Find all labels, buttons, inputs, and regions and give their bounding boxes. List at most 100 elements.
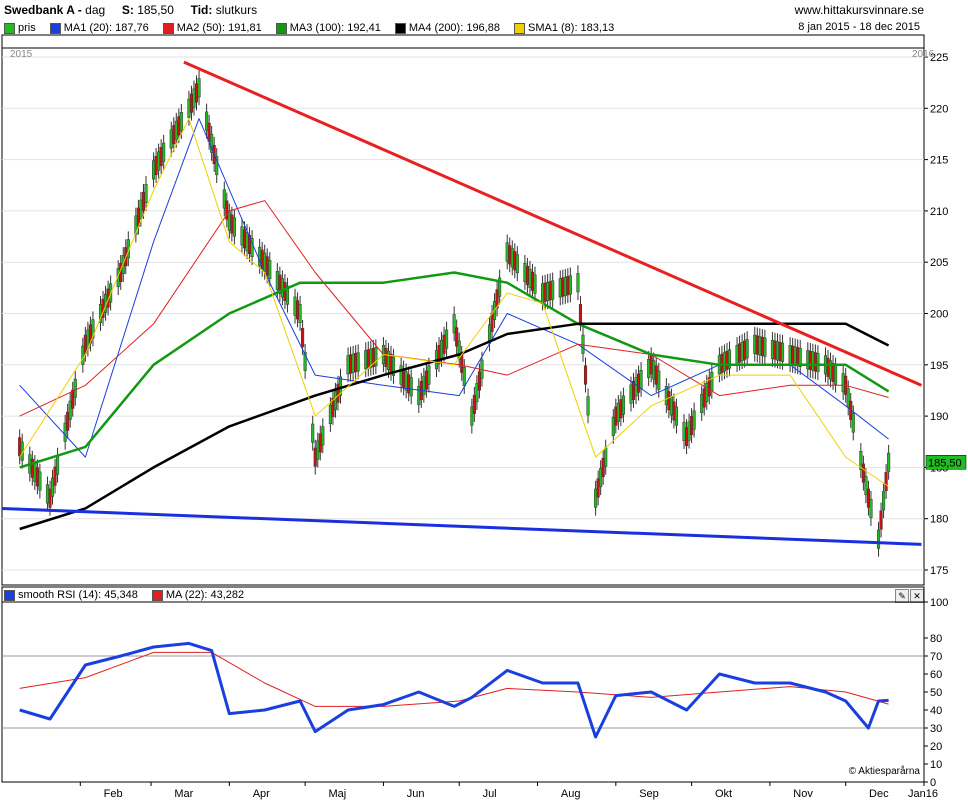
candle-body — [460, 353, 464, 373]
rsi-tick-label: 70 — [930, 651, 942, 663]
candle-body — [152, 160, 156, 180]
candle-body — [505, 242, 509, 262]
candle-body — [793, 346, 797, 366]
edit-indicator-icon[interactable]: ✎ — [895, 589, 909, 603]
candle-body — [439, 339, 444, 359]
month-label: Nov — [793, 788, 813, 800]
candle-body — [409, 377, 413, 397]
legend-label: SMA1 (8): 183,13 — [527, 22, 615, 34]
candle-body — [139, 199, 143, 219]
candle-body — [533, 274, 537, 294]
last-price-tag — [925, 455, 967, 470]
legend-label: MA2 (50): 191,81 — [176, 22, 262, 34]
candle-body — [846, 388, 850, 408]
support-trendline — [1, 506, 922, 546]
candle-body — [657, 370, 661, 390]
candle-body — [321, 426, 325, 446]
candle-body — [81, 345, 85, 365]
candle-body — [692, 410, 696, 430]
legend-label: MA4 (200): 196,88 — [408, 22, 500, 34]
candle-body — [293, 296, 297, 316]
rsi-line — [19, 641, 889, 739]
rsi-panel-frame — [1, 586, 925, 783]
tid-value: slutkurs — [215, 3, 258, 17]
candle-body — [813, 352, 817, 372]
candle-body — [811, 351, 815, 371]
candle-body — [629, 384, 633, 404]
candle-body — [806, 350, 810, 370]
candle-body — [563, 276, 567, 296]
candle-body — [581, 334, 585, 354]
month-label: Okt — [715, 788, 732, 800]
candle-body — [144, 184, 148, 204]
rsi-tick-label: 60 — [930, 669, 942, 681]
legend-swatch — [151, 589, 163, 601]
candle-body — [53, 466, 57, 486]
candle-body — [763, 337, 767, 357]
site-url[interactable]: www.hittakursvinnare.se — [794, 3, 924, 17]
candle-body — [399, 365, 403, 385]
candle-body — [546, 282, 550, 301]
candle-body — [63, 422, 67, 442]
rsi-legend: smooth RSI (14): 45,348 MA (22): 43,282 — [4, 588, 258, 602]
candle-body — [727, 349, 732, 369]
legend-label: MA3 (100): 192,41 — [289, 22, 381, 34]
candle-body — [477, 371, 481, 391]
month-label: Jun — [407, 788, 425, 800]
candle-body — [738, 343, 742, 363]
candle-body — [548, 281, 552, 301]
candle-body — [735, 345, 739, 365]
month-label: Apr — [253, 788, 270, 800]
candle-body — [700, 393, 704, 413]
last-price-label: 185,50 — [928, 457, 962, 469]
rsi-legend-item: MA (22): 43,282 — [151, 589, 244, 601]
sma1-line — [19, 118, 889, 488]
candle-body — [596, 478, 600, 498]
candle-body — [510, 248, 514, 268]
candle-body — [859, 451, 863, 471]
rsi-tick-label: 40 — [930, 705, 942, 717]
candle-body — [159, 147, 163, 167]
candle-body — [336, 383, 340, 403]
candle-body — [445, 329, 449, 349]
candle-body — [702, 388, 706, 408]
candle-body — [91, 319, 95, 339]
candle-body — [674, 406, 678, 426]
candle-body — [374, 347, 378, 367]
candle-body — [333, 390, 337, 410]
candle-body — [826, 357, 830, 377]
price-tick-label: 225 — [930, 52, 948, 64]
candle-body — [351, 353, 355, 373]
legend-swatch — [394, 22, 406, 34]
candle-body — [722, 352, 726, 372]
candle-body — [417, 386, 421, 406]
candle-body — [187, 98, 191, 118]
price-tick-label: 215 — [930, 155, 948, 167]
candle-body — [515, 254, 519, 274]
candle-body — [364, 350, 368, 370]
candle-body — [298, 304, 302, 323]
candle-body — [876, 529, 881, 549]
rsi-tick-label: 50 — [930, 687, 942, 699]
legend-swatch — [513, 22, 525, 34]
candle-body — [775, 341, 780, 361]
period: dag — [85, 3, 106, 17]
rsi-tick-label: 20 — [930, 741, 942, 753]
price-legend-item: SMA1 (8): 183,13 — [513, 22, 615, 34]
candle-body — [788, 345, 792, 365]
candle-body — [475, 383, 479, 403]
candle-body — [884, 472, 888, 491]
candle-body — [808, 350, 812, 370]
candle-body — [490, 312, 494, 332]
candle-body — [250, 238, 254, 258]
candle-body — [778, 342, 782, 362]
candle-body — [861, 463, 865, 483]
candle-body — [543, 282, 547, 302]
s-label: S: — [121, 3, 134, 17]
candle-body — [422, 375, 426, 395]
candle-body — [242, 229, 247, 249]
candle-body — [366, 349, 370, 369]
candle-body — [280, 278, 284, 298]
ma1-line — [19, 118, 889, 458]
rsi-legend-item: smooth RSI (14): 45,348 — [4, 589, 138, 601]
